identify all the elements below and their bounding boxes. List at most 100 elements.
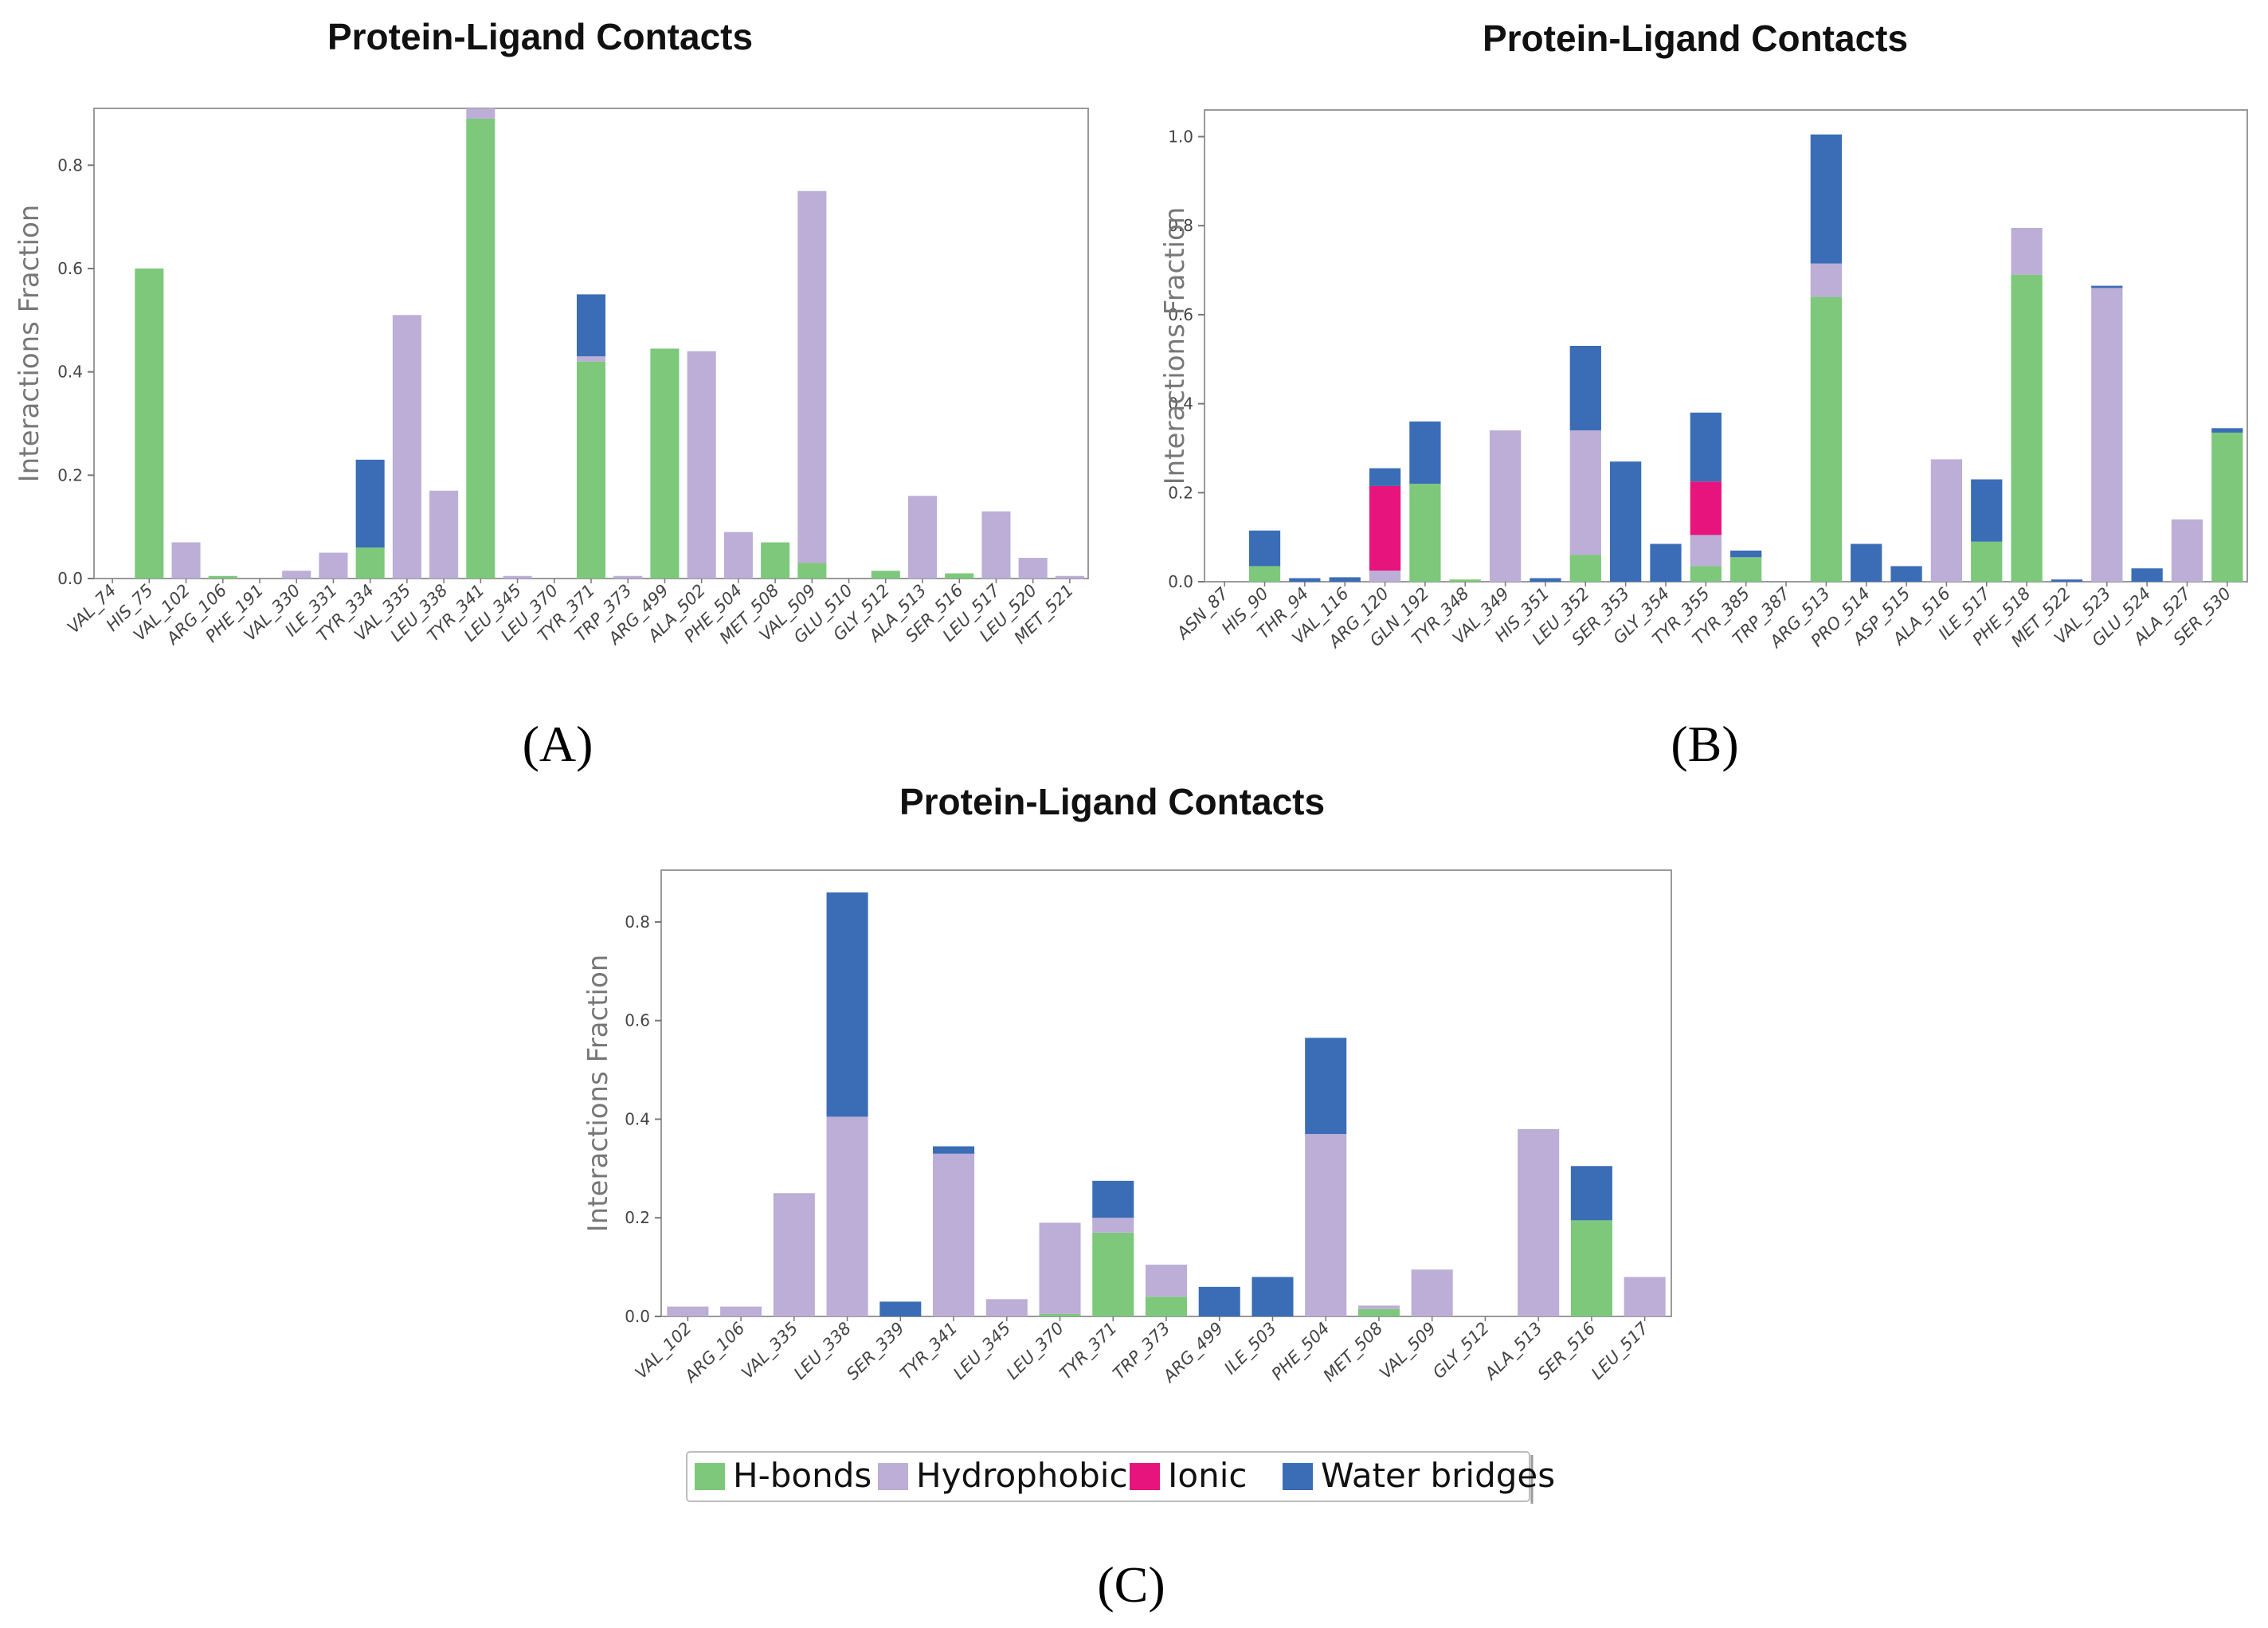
bar-water-bridges-tyr-371	[1092, 1180, 1134, 1218]
bar-hydrophobic-val-102	[171, 542, 201, 579]
y-tick-label: 0.6	[625, 1011, 650, 1030]
bar-h-bonds-his-75	[135, 268, 164, 579]
bar-hydrophobic-ile-331	[319, 552, 348, 579]
legend-swatch-hydrophobic	[878, 1463, 908, 1490]
bar-water-bridges-leu-352	[1569, 346, 1601, 431]
bar-hydrophobic-tyr-355	[1690, 535, 1722, 567]
bar-hydrophobic-leu-345	[503, 575, 532, 579]
bar-ionic-tyr-355	[1690, 481, 1722, 535]
x-tick-label: VAL_509	[1376, 1319, 1440, 1383]
bar-water-bridges-ile-517	[1971, 479, 2003, 542]
bar-hydrophobic-tyr-371	[1092, 1218, 1134, 1233]
bar-h-bonds-ser-530	[2211, 432, 2243, 582]
bar-water-bridges-ser-339	[879, 1301, 922, 1316]
y-tick-label: 0.2	[57, 465, 83, 484]
bar-h-bonds-leu-352	[1569, 555, 1601, 582]
x-tick-label: TYR_341	[896, 1319, 962, 1384]
bar-water-bridges-phe-504	[1305, 1038, 1347, 1135]
bar-h-bonds-arg-499	[650, 348, 680, 579]
bar-h-bonds-tyr-341	[466, 118, 496, 579]
plot-frame	[1204, 109, 2248, 583]
bar-h-bonds-tyr-371	[1092, 1232, 1134, 1316]
y-axis-label: Interactions Fraction	[582, 955, 614, 1233]
bar-h-bonds-gln-192	[1409, 484, 1441, 582]
bar-hydrophobic-tyr-341	[466, 108, 496, 119]
bar-water-bridges-ser-516	[1570, 1166, 1612, 1221]
legend-swatch-water-bridges	[1283, 1463, 1313, 1490]
bar-h-bonds-ser-516	[1570, 1220, 1612, 1316]
bar-water-bridges-val-116	[1329, 577, 1361, 582]
bar-h-bonds-arg-106	[208, 575, 237, 579]
bar-water-bridges-ile-503	[1252, 1277, 1294, 1316]
y-tick-label: 0.4	[57, 363, 83, 382]
bar-hydrophobic-arg-120	[1369, 571, 1401, 582]
bar-h-bonds-tyr-348	[1449, 579, 1481, 582]
bar-water-bridges-ser-530	[2211, 428, 2243, 433]
bar-water-bridges-arg-513	[1810, 134, 1843, 264]
bar-h-bonds-tyr-371	[576, 361, 606, 579]
x-tick-label: VAL_335	[738, 1319, 802, 1383]
bar-h-bonds-tyr-355	[1690, 566, 1722, 582]
bar-hydrophobic-val-335	[392, 315, 421, 579]
bar-water-bridges-glu-524	[2131, 568, 2163, 582]
bar-hydrophobic-leu-517	[981, 511, 1011, 579]
chart-title: Protein-Ligand Contacts	[327, 16, 753, 57]
x-tick-label: ALA_513	[1480, 1319, 1546, 1385]
bar-water-bridges-gly-354	[1650, 543, 1682, 582]
y-axis-label: Interactions Fraction	[14, 205, 45, 483]
bar-hydrophobic-met-521	[1055, 575, 1084, 579]
y-tick-label: 0.4	[1168, 394, 1193, 414]
bar-h-bonds-phe-518	[2011, 274, 2043, 582]
x-tick-label: SER_339	[843, 1319, 909, 1385]
bar-hydrophobic-val-330	[282, 571, 311, 579]
bar-h-bonds-ile-517	[1971, 541, 2003, 582]
panel-label: (A)	[523, 716, 593, 772]
bar-ionic-arg-120	[1369, 485, 1401, 571]
y-tick-label: 0.8	[1168, 216, 1193, 235]
bar-hydrophobic-tyr-341	[933, 1153, 975, 1316]
bar-hydrophobic-ala-513	[907, 496, 938, 579]
bar-hydrophobic-leu-520	[1018, 558, 1048, 579]
panel-label: (B)	[1671, 716, 1738, 772]
bar-hydrophobic-ala-513	[1518, 1128, 1560, 1316]
chart-title: Protein-Ligand Contacts	[899, 781, 1325, 822]
bar-hydrophobic-phe-518	[2011, 228, 2043, 275]
bar-hydrophobic-val-335	[773, 1193, 815, 1316]
bar-hydrophobic-phe-504	[723, 532, 753, 579]
legend: H-bonds Hydrophobic Ionic Water bridges	[686, 1451, 1555, 1504]
bar-h-bonds-trp-373	[1145, 1297, 1188, 1316]
bar-hydrophobic-ala-502	[687, 351, 716, 579]
bar-water-bridges-arg-499	[1198, 1286, 1240, 1316]
bar-h-bonds-tyr-385	[1730, 557, 1762, 582]
x-tick-label: ASN_87	[1172, 583, 1233, 645]
chart-b: Protein-Ligand Contacts 0.0 0.2 0.4 0.6 0.8 1.…	[1159, 18, 2248, 772]
bar-water-bridges-ser-353	[1609, 461, 1642, 582]
y-tick-label: 0.2	[1168, 483, 1193, 502]
bar-water-bridges-tyr-334	[355, 459, 385, 548]
y-axis-label: Interactions Fraction	[1159, 207, 1191, 485]
bar-water-bridges-tyr-355	[1690, 412, 1722, 482]
bar-water-bridges-arg-120	[1369, 468, 1401, 486]
bar-h-bonds-val-509	[797, 563, 827, 579]
bar-hydrophobic-val-102	[667, 1306, 709, 1316]
bar-hydrophobic-tyr-371	[576, 356, 606, 362]
bar-h-bonds-met-508	[761, 542, 790, 579]
x-tick-label: SER_516	[1534, 1319, 1600, 1385]
bar-hydrophobic-val-523	[2091, 288, 2123, 582]
y-tick-label: 0.0	[1168, 572, 1193, 591]
bar-hydrophobic-val-509	[797, 190, 827, 563]
bar-water-bridges-tyr-385	[1730, 550, 1762, 558]
y-tick-label: 0.0	[625, 1307, 650, 1326]
bar-hydrophobic-phe-504	[1305, 1134, 1347, 1316]
bar-water-bridges-tyr-341	[933, 1146, 975, 1154]
chart-title: Protein-Ligand Contacts	[1483, 18, 1908, 59]
x-tick-label: LEU_370	[1003, 1319, 1068, 1384]
bar-hydrophobic-leu-345	[985, 1299, 1028, 1316]
bar-h-bonds-met-508	[1357, 1308, 1400, 1316]
bar-h-bonds-leu-370	[1039, 1313, 1081, 1316]
y-tick-label: 0.0	[57, 569, 83, 588]
bar-hydrophobic-arg-106	[720, 1306, 762, 1316]
legend-label-water-bridges: Water bridges	[1321, 1456, 1555, 1495]
bar-hydrophobic-val-509	[1411, 1269, 1453, 1316]
bar-hydrophobic-met-508	[1357, 1305, 1400, 1309]
